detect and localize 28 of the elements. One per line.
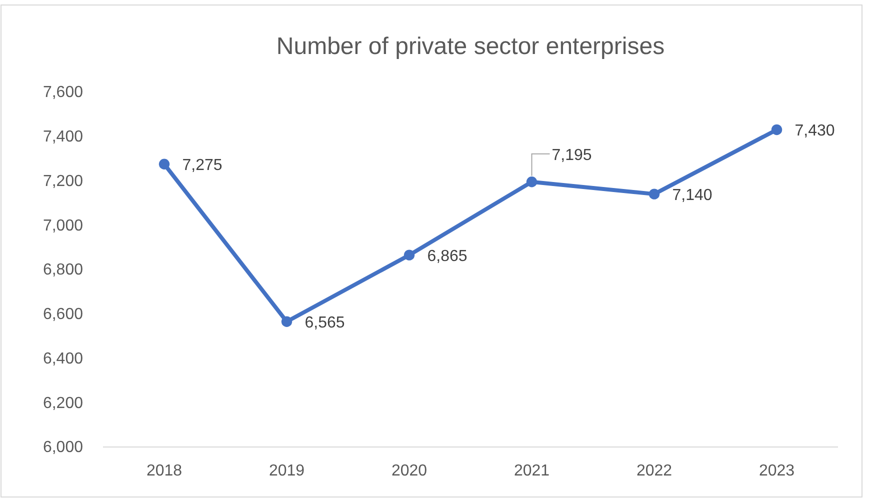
y-tick-label: 6,000 <box>42 439 84 456</box>
data-label: 6,865 <box>427 248 468 266</box>
y-tick-label: 7,400 <box>42 128 84 146</box>
data-label: 7,430 <box>794 122 835 140</box>
y-tick-label: 7,600 <box>42 84 84 102</box>
point <box>526 176 538 188</box>
y-tick-label: 6,600 <box>42 306 84 323</box>
x-tick-label: 2022 <box>636 462 672 480</box>
y-tick-label: 6,400 <box>42 350 84 368</box>
y-tick-label: 7,200 <box>42 172 84 190</box>
x-tick-label: 2019 <box>268 462 305 480</box>
point <box>404 250 415 260</box>
data-label: 7,140 <box>672 187 712 204</box>
x-tick-label: 2021 <box>514 462 550 480</box>
data-label: 7,195 <box>552 146 592 164</box>
y-tick-label: 6,800 <box>42 262 84 279</box>
x-tick-label: 2023 <box>758 462 795 480</box>
point <box>281 316 292 327</box>
chart-title: Number of private sector enterprises <box>276 33 665 60</box>
y-tick-label: 7,000 <box>42 217 84 234</box>
point <box>771 124 782 136</box>
y-tick-label: 6,200 <box>42 394 84 412</box>
data-label: 6,565 <box>304 314 345 332</box>
data-label: 7,275 <box>182 157 222 174</box>
x-tick-label: 2020 <box>391 462 428 480</box>
point <box>158 158 170 170</box>
point <box>648 188 660 200</box>
x-tick-label: 2018 <box>146 462 182 480</box>
